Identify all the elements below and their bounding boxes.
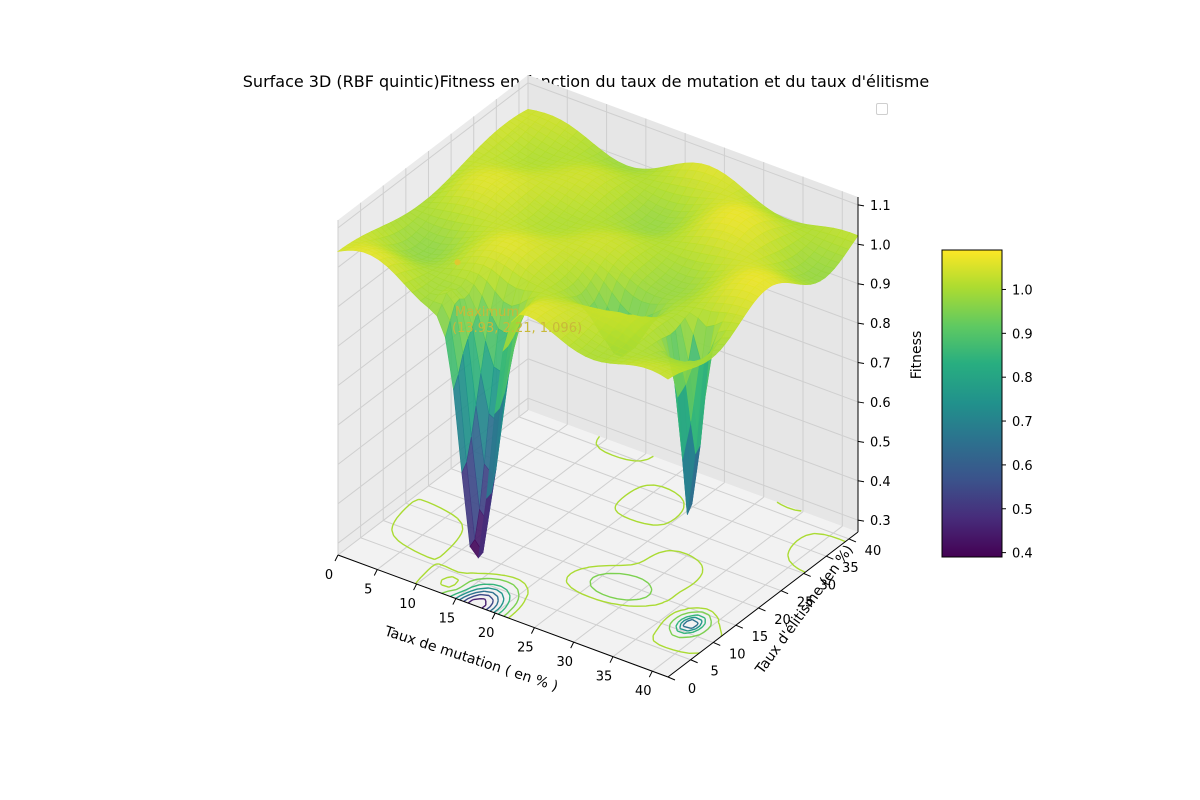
contour-line <box>459 590 699 629</box>
x-tick-mark <box>334 554 339 562</box>
y-tick-mark <box>848 538 857 543</box>
z-tick-label: 0.9 <box>870 278 891 293</box>
surface-patch <box>659 370 674 380</box>
x-tick-label: 15 <box>439 612 456 627</box>
y-tick-label: 40 <box>865 544 882 559</box>
y-tick-mark <box>826 555 834 560</box>
contour-line <box>463 593 494 611</box>
colorbar-ticks: 0.4 0.5 0.6 0.7 0.8 0.9 1.0 <box>1002 283 1033 562</box>
x-tick-label: 25 <box>517 641 534 656</box>
annotation-coordinates: (13.93, 2.21, 1.096) <box>452 321 582 336</box>
x-tick-label: 40 <box>635 684 652 699</box>
z-tick-label: 0.4 <box>870 475 891 490</box>
x-tick-label: 30 <box>556 655 573 670</box>
contour-line <box>391 436 846 654</box>
grid-line <box>450 468 782 592</box>
colorbar-tick-label: 0.7 <box>1012 415 1033 430</box>
z-tick-mark <box>857 519 865 522</box>
x-tick-label: 35 <box>596 670 613 685</box>
surface-mesh <box>336 108 859 559</box>
y-tick-label: 30 <box>819 578 836 593</box>
y-tick-mark <box>780 590 789 595</box>
y-tick-mark <box>690 659 698 664</box>
y-tick-mark <box>735 624 744 629</box>
chart-title: Surface 3D (RBF quintic)Fitness en fonct… <box>242 72 930 91</box>
y-tick-label: 35 <box>842 561 859 576</box>
x-tick-mark <box>373 569 378 576</box>
z-tick-label: 1.0 <box>870 238 891 253</box>
grid-line <box>337 82 529 229</box>
x-tick-mark <box>530 627 535 634</box>
maximum-marker <box>454 259 461 266</box>
y-tick-label: 20 <box>774 613 791 628</box>
y-tick-label: 10 <box>729 647 746 662</box>
z-tick-mark <box>857 204 865 207</box>
colorbar-tick-label: 1.0 <box>1012 283 1033 298</box>
annotation-title: Maximum <box>455 305 519 320</box>
x-axis-label: Taux de mutation ( en % ) <box>382 623 560 695</box>
contour-line <box>450 583 706 635</box>
x-tick-mark <box>609 656 614 663</box>
contour-line <box>455 587 703 632</box>
y-tick-mark <box>667 676 676 681</box>
z-tick-label: 1.1 <box>870 199 891 214</box>
colorbar: 0.4 0.5 0.6 0.7 0.8 0.9 1.0 <box>941 249 1033 562</box>
y-tick-mark <box>803 572 811 577</box>
z-tick-label: 0.6 <box>870 396 891 411</box>
z-tick-label: 0.5 <box>870 435 891 450</box>
grid-line <box>496 433 827 557</box>
x-tick-label: 20 <box>478 626 495 641</box>
colorbar-tick-label: 0.8 <box>1012 371 1033 386</box>
y-tick-label: 25 <box>797 596 814 611</box>
z-tick-mark <box>857 283 865 286</box>
contour-line <box>441 572 712 639</box>
x-tick-mark <box>491 612 496 620</box>
y-tick-mark <box>758 607 766 612</box>
y-tick-label: 15 <box>752 630 769 645</box>
maximum-annotation: Maximum (13.93, 2.21, 1.096) <box>452 259 582 336</box>
z-tick-mark <box>857 322 865 325</box>
z-tick-mark <box>857 440 865 443</box>
z-tick-label: 0.8 <box>870 317 891 332</box>
x-tick-label: 10 <box>399 597 416 612</box>
z-tick-label: 0.7 <box>870 357 891 372</box>
z-tick-mark <box>857 362 865 365</box>
grid-line <box>383 520 714 643</box>
y-tick-label: 0 <box>688 682 696 697</box>
z-tick-mark <box>857 243 865 246</box>
x-tick-label: 5 <box>364 583 372 598</box>
colorbar-gradient <box>941 249 1003 558</box>
colorbar-tick-label: 0.5 <box>1012 503 1033 518</box>
colorbar-tick-label: 0.6 <box>1012 459 1033 474</box>
y-tick-mark <box>713 642 721 646</box>
z-axis-label: Fitness <box>909 331 925 380</box>
contour-line <box>467 598 487 609</box>
x-tick-mark <box>413 583 418 591</box>
y-tick-label: 5 <box>710 665 718 680</box>
z-tick-mark <box>857 401 865 404</box>
z-tick-label: 0.3 <box>870 514 891 529</box>
grid-line <box>527 82 859 206</box>
x-tick-mark <box>648 670 653 678</box>
colorbar-tick-label: 0.4 <box>1012 547 1033 562</box>
contour-lines <box>391 436 846 654</box>
x-tick-mark <box>452 598 457 605</box>
grid-line <box>473 450 804 574</box>
z-tick-mark <box>857 480 865 483</box>
colorbar-tick-label: 0.9 <box>1012 327 1033 342</box>
x-tick-label: 0 <box>325 568 333 583</box>
x-tick-mark <box>570 641 575 649</box>
empty-legend <box>876 103 888 115</box>
